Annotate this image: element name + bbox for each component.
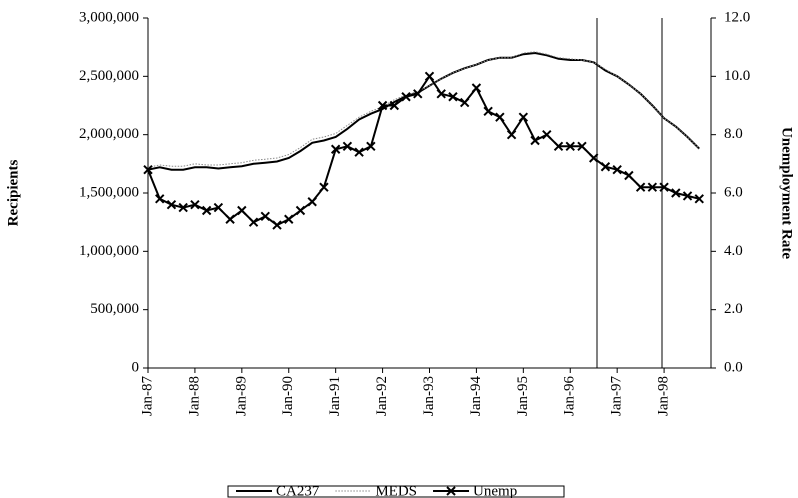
series-line <box>147 51 700 168</box>
y2-tick-label: 8.0 <box>724 126 743 142</box>
y2-tick-label: 10.0 <box>724 68 750 84</box>
data-point <box>143 164 153 175</box>
data-point <box>155 194 165 204</box>
x-tick-label: Jan-88 <box>186 376 202 416</box>
y2-tick-label: 4.0 <box>724 243 743 259</box>
legend-label: MEDS <box>375 483 417 498</box>
data-point <box>612 164 622 175</box>
x-tick-label: Jan-94 <box>468 376 484 416</box>
legend-marker <box>446 486 456 496</box>
y-tick-label: 2,000,000 <box>79 126 139 142</box>
y-tick-label: 1,500,000 <box>79 184 139 200</box>
data-point <box>553 141 564 152</box>
data-point <box>213 202 224 213</box>
data-point <box>166 199 177 210</box>
y2-tick-label: 0.0 <box>724 359 743 375</box>
data-point <box>518 112 529 122</box>
y-axis-label: Recipients <box>5 160 21 227</box>
data-point <box>272 220 282 230</box>
y2-tick-label: 2.0 <box>724 301 743 317</box>
data-point <box>201 205 212 216</box>
data-point <box>248 217 259 227</box>
data-point <box>671 188 681 198</box>
series-line <box>147 51 701 171</box>
y-tick-label: 2,500,000 <box>79 68 139 84</box>
data-point <box>225 214 235 224</box>
x-tick-label: Jan-96 <box>562 376 578 416</box>
data-point <box>483 106 493 117</box>
x-tick-label: Jan-87 <box>139 376 155 416</box>
data-point <box>366 141 376 152</box>
data-point <box>682 191 693 201</box>
y2-axis-label: Unemployment Rate <box>779 127 795 259</box>
y-tick-label: 1,000,000 <box>79 243 139 259</box>
x-tick-label: Jan-89 <box>233 376 249 416</box>
y2-tick-label: 12.0 <box>724 9 750 25</box>
y-tick-label: 500,000 <box>90 301 139 317</box>
data-point <box>354 147 364 157</box>
data-point <box>295 205 306 216</box>
data-point <box>377 100 388 111</box>
data-point <box>589 153 599 163</box>
data-point <box>448 92 458 102</box>
data-point <box>565 141 575 152</box>
legend-label: Unemp <box>473 483 517 498</box>
data-point <box>577 141 587 152</box>
x-tick-label: Jan-90 <box>280 376 296 416</box>
y-tick-label: 3,000,000 <box>79 9 139 25</box>
data-point <box>260 211 270 222</box>
data-point <box>471 83 482 93</box>
data-point <box>647 182 658 192</box>
x-tick-label: Jan-97 <box>609 376 625 416</box>
data-point <box>389 100 400 111</box>
data-point <box>542 129 552 140</box>
data-point <box>495 112 505 122</box>
data-point <box>694 194 704 204</box>
y-tick-label: 0 <box>132 359 140 375</box>
data-point <box>659 182 669 192</box>
data-point <box>319 182 329 192</box>
data-point <box>506 129 517 140</box>
data-point <box>342 141 353 152</box>
data-point <box>635 182 646 192</box>
data-point <box>530 135 540 146</box>
y2-tick-label: 6.0 <box>724 184 743 200</box>
data-point <box>190 199 200 210</box>
data-point <box>237 205 247 216</box>
x-tick-label: Jan-93 <box>421 376 437 416</box>
data-point <box>401 92 411 102</box>
data-point <box>624 170 634 181</box>
x-tick-label: Jan-91 <box>327 376 343 416</box>
data-point <box>413 89 423 99</box>
data-point <box>424 71 435 82</box>
data-point <box>600 162 611 172</box>
data-point <box>178 202 188 213</box>
data-point <box>330 144 341 154</box>
x-tick-label: Jan-92 <box>374 376 390 416</box>
data-point <box>436 89 446 99</box>
x-tick-label: Jan-95 <box>515 376 531 416</box>
legend-box <box>227 485 565 498</box>
data-point <box>459 97 470 108</box>
data-point <box>284 214 294 224</box>
series-line <box>147 74 700 227</box>
data-point <box>307 197 317 207</box>
legend-label: CA237 <box>276 483 320 498</box>
x-tick-label: Jan-98 <box>656 376 672 416</box>
